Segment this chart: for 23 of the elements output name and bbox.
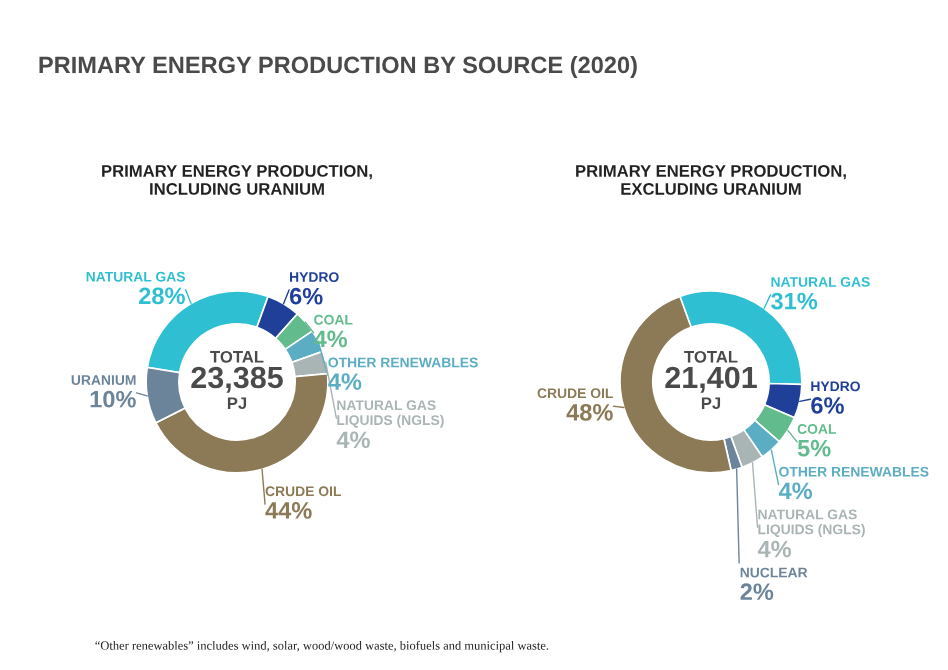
text: 21,401 xyxy=(665,366,757,393)
text: PJ xyxy=(701,397,721,410)
text: TOTAL xyxy=(684,350,738,363)
chart-subtitle: PRIMARY ENERGY PRODUCTION, EXCLUDING URANIUM xyxy=(576,165,846,195)
data-label: 4% xyxy=(328,373,362,390)
data-label: 4% xyxy=(336,431,370,449)
data-label: 28% xyxy=(139,287,185,305)
data-label: 6% xyxy=(289,287,323,305)
chart-title: PRIMARY ENERGY PRODUCTION BY SOURCE (2020) xyxy=(39,56,637,78)
data-label: 6% xyxy=(811,397,844,414)
data-label: 10% xyxy=(90,390,136,408)
text: 23,385 xyxy=(191,366,283,393)
data-label: 4% xyxy=(757,540,792,558)
data-label: 44% xyxy=(265,502,312,519)
text: PJ xyxy=(227,397,247,410)
chart-subtitle: PRIMARY ENERGY PRODUCTION, INCLUDING URANIUM xyxy=(102,165,372,195)
data-label: 31% xyxy=(771,292,818,310)
data-label: 5% xyxy=(797,439,831,457)
text: TOTAL xyxy=(210,350,264,363)
data-label: 4% xyxy=(778,482,813,500)
data-label: 48% xyxy=(566,403,613,421)
data-label: 4% xyxy=(313,330,348,348)
data-label: 2% xyxy=(740,583,774,601)
